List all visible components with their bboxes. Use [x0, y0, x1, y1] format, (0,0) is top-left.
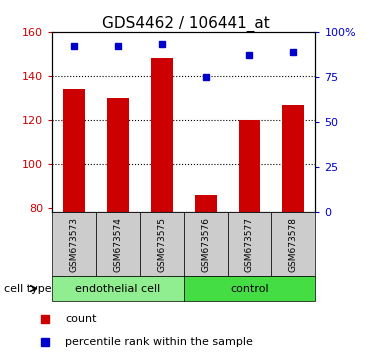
Bar — [52, 276, 184, 301]
Bar — [63, 89, 85, 212]
Bar — [282, 104, 304, 212]
Bar — [195, 195, 217, 212]
Bar — [184, 276, 315, 301]
Text: GSM673576: GSM673576 — [201, 217, 210, 272]
Text: control: control — [230, 284, 269, 293]
Text: endothelial cell: endothelial cell — [75, 284, 160, 293]
Text: GSM673577: GSM673577 — [245, 217, 254, 272]
Text: GSM673573: GSM673573 — [69, 217, 78, 272]
Bar — [184, 212, 227, 276]
Text: percentile rank within the sample: percentile rank within the sample — [65, 337, 253, 348]
Text: cell type: cell type — [4, 284, 51, 293]
Bar — [272, 212, 315, 276]
Bar — [96, 212, 140, 276]
Bar — [140, 212, 184, 276]
Text: GSM673578: GSM673578 — [289, 217, 298, 272]
Bar — [107, 98, 129, 212]
Bar — [151, 58, 173, 212]
Bar — [52, 212, 96, 276]
Text: GSM673574: GSM673574 — [113, 217, 122, 272]
Bar — [239, 120, 260, 212]
Text: GDS4462 / 106441_at: GDS4462 / 106441_at — [102, 16, 269, 32]
Text: count: count — [65, 314, 97, 325]
Text: GSM673575: GSM673575 — [157, 217, 166, 272]
Bar — [227, 212, 272, 276]
